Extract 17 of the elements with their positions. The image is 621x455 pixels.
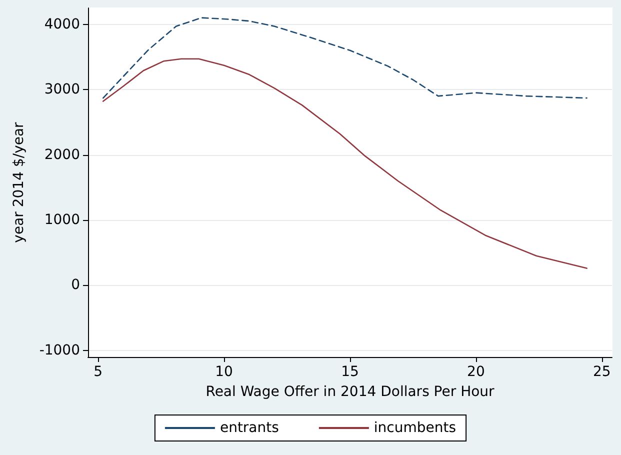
y-tick-label: 2000 [44, 146, 80, 163]
y-tick-label: -1000 [39, 342, 80, 358]
legend-label: entrants [220, 420, 279, 436]
line-series [102, 58, 588, 269]
y-axis-title: year 2014 $/year [11, 122, 27, 243]
legend-label: incumbents [374, 420, 456, 436]
line-series [102, 17, 588, 99]
y-tick-label: 0 [71, 277, 80, 294]
y-tick-label: 1000 [44, 212, 80, 228]
x-axis-title: Real Wage Offer in 2014 Dollars Per Hour [206, 384, 495, 400]
x-tick-label: 25 [593, 364, 611, 380]
x-tick-label: 5 [94, 364, 103, 380]
y-tick-label: 4000 [44, 16, 80, 32]
x-tick-label: 15 [341, 364, 359, 380]
y-tick-label: 3000 [44, 82, 80, 98]
x-tick-label: 10 [215, 364, 233, 380]
x-tick-label: 20 [467, 364, 485, 380]
